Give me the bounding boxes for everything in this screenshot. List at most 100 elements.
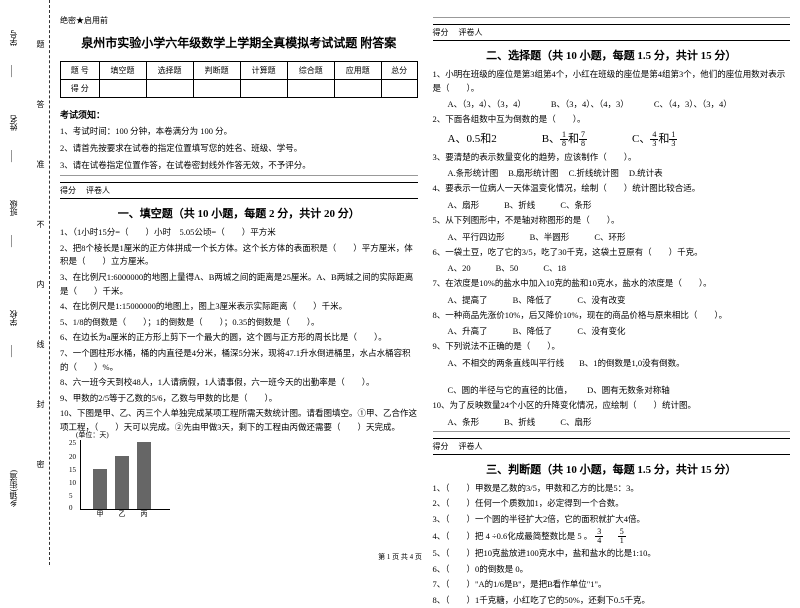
opt-c-pre: C、 xyxy=(632,133,650,145)
th-1: 题 号 xyxy=(61,62,100,80)
binding-margin: 学号 ___ 姓名 ___ 班级 ___ 学校 ___ 乡镇(街道) 题 答 准… xyxy=(0,0,50,565)
notice-2: 2、请首先按要求在试卷的指定位置填写您的姓名、班级、学号。 xyxy=(60,142,418,155)
mark-6: 线 xyxy=(35,340,46,348)
s1-q6: 6、在边长为a厘米的正方形上剪下一个最大的圆，这个圆与正方形的周长比是（ ）。 xyxy=(60,331,418,345)
grade-box-2: 得分 评卷人 xyxy=(433,24,791,41)
s1-q4: 4、在比例尺是1:15000000的地图上，图上3厘米表示实际距离（ ）千米。 xyxy=(60,300,418,314)
divider xyxy=(60,175,418,176)
blank-cell[interactable] xyxy=(146,80,193,98)
opt-c: C、（4，3）、（3，4） xyxy=(654,98,732,110)
opt-a: A、（3，4）、（3，4） xyxy=(448,98,526,110)
opt-a: A.条形统计图 xyxy=(448,167,499,179)
th-4: 判断题 xyxy=(193,62,240,80)
opt-a: A、平行四边形 xyxy=(448,231,505,243)
blank-cell[interactable] xyxy=(381,80,417,98)
opt-b: B、折线 xyxy=(504,199,535,211)
opt-a: A、扇形 xyxy=(448,199,480,211)
opt-a: A、提高了 xyxy=(448,294,488,306)
s1-q10: 10、下图是甲、乙、丙三个人单独完成某项工程所需天数统计图。请看图填空。①甲、乙… xyxy=(60,407,418,434)
frac-icon: 34 xyxy=(595,528,603,545)
reviewer-label: 评卷人 xyxy=(86,185,110,196)
th-2: 填空题 xyxy=(99,62,146,80)
bar-label-1: 甲 xyxy=(93,509,107,519)
th-6: 综合题 xyxy=(287,62,334,80)
ylabel-0: 0 xyxy=(69,504,73,512)
frac-d: 8 xyxy=(562,140,566,148)
opt-b: B、降低了 xyxy=(513,294,553,306)
bar-chart: (单位：天) 25 20 15 10 5 0 甲 乙 丙 xyxy=(80,440,170,510)
bind-underline-4: ___ xyxy=(10,345,19,357)
s2-q5-opts: A、平行四边形 B、半圆形 C、环形 xyxy=(448,231,791,243)
opt-c: C、18 xyxy=(543,262,566,274)
s1-q5: 5、1/8的倒数是（ ）；1的倒数是（ ）；0.35的倒数是（ ）。 xyxy=(60,316,418,330)
s2-q4: 4、要表示一位病人一天体温变化情况，绘制（ ）统计图比较合适。 xyxy=(433,182,791,196)
bind-label-5: 乡镇(街道) xyxy=(8,470,19,507)
bind-label-1: 学号 xyxy=(8,30,19,46)
grade-box-1: 得分 评卷人 xyxy=(60,182,418,199)
blank-cell[interactable] xyxy=(99,80,146,98)
s2-q10: 10、为了反映数量24个小区的升降变化情况，应绘制（ ）统计图。 xyxy=(433,399,791,413)
bar-label-3: 丙 xyxy=(137,509,151,519)
blank-cell[interactable] xyxy=(287,80,334,98)
blank-cell[interactable] xyxy=(240,80,287,98)
blank-cell[interactable] xyxy=(334,80,381,98)
opt-d: D.统计表 xyxy=(629,167,663,179)
right-column: 得分 评卷人 二、选择题（共 10 小题，每题 1.5 分，共计 15 分） 1… xyxy=(433,15,791,555)
s2-q2-opts: A、0.5和2 B、18和78 C、43和13 xyxy=(448,130,791,148)
opt-c: C、没有变化 xyxy=(577,325,625,337)
th-7: 应用题 xyxy=(334,62,381,80)
mark-4: 不 xyxy=(35,220,46,228)
opt-c: C、扇形 xyxy=(560,416,591,428)
bind-label-3: 班级 xyxy=(8,200,19,216)
opt-b: B、半圆形 xyxy=(530,231,570,243)
opt-d: D、圆有无数条对称轴 xyxy=(587,384,670,396)
frac-icon: 51 xyxy=(618,528,626,545)
opt-b: B、（3，4）、（4，3） xyxy=(551,98,629,110)
notice-1: 1、考试时间：100 分钟，本卷满分为 100 分。 xyxy=(60,125,418,138)
frac-d: 3 xyxy=(652,140,656,148)
notice-head: 考试须知： xyxy=(60,108,418,121)
s2-q7: 7、在浓度是10%的盐水中加入10克的盐和10克水，盐水的浓度是（ ）。 xyxy=(433,277,791,291)
frac-d: 3 xyxy=(671,140,675,148)
frac-icon: 78 xyxy=(579,131,587,148)
blank-cell[interactable] xyxy=(193,80,240,98)
bind-underline-2: ___ xyxy=(10,150,19,162)
section-3-title: 三、判断题（共 10 小题，每题 1.5 分，共计 15 分） xyxy=(433,461,791,477)
section-2-title: 二、选择题（共 10 小题，每题 1.5 分，共计 15 分） xyxy=(433,47,791,63)
opt-c: C.折线统计图 xyxy=(569,167,619,179)
score-table: 题 号 填空题 选择题 判断题 计算题 综合题 应用题 总分 得 分 xyxy=(60,61,418,98)
bind-label-4: 学校 xyxy=(8,310,19,326)
reviewer-label: 评卷人 xyxy=(459,27,483,38)
confidential-mark: 绝密★启用前 xyxy=(60,15,418,26)
s3-q2: 2、（ ）任何一个质数加1，必定得到一个合数。 xyxy=(433,497,791,511)
s1-q1: 1、（1小时15分=（ ）小时 5.05公顷=（ ）平方米 xyxy=(60,226,418,240)
s2-q5: 5、从下列图形中，不是轴对称图形的是（ ）。 xyxy=(433,214,791,228)
th-8: 总分 xyxy=(381,62,417,80)
frac-d: 1 xyxy=(620,537,624,545)
s3-q8: 8、（ ）1千克糖，小红吃了它的50%，还剩下0.5千克。 xyxy=(433,594,791,608)
left-column: 绝密★启用前 泉州市实验小学六年级数学上学期全真模拟考试试题 附答案 题 号 填… xyxy=(60,15,418,555)
opt-a: A、不相交的两条直线叫平行线 xyxy=(448,357,565,369)
bind-underline-3: ___ xyxy=(10,235,19,247)
opt-c: C、环形 xyxy=(594,231,625,243)
s2-q1-opts: A、（3，4）、（3，4） B、（3，4）、（4，3） C、（4，3）、（3，4… xyxy=(448,98,791,110)
s2-q9: 9、下列说法不正确的是（ ）。 xyxy=(433,340,791,354)
bar-label-2: 乙 xyxy=(115,509,129,519)
ylabel-25: 25 xyxy=(69,439,76,447)
s2-q8: 8、一种商品先涨价10%，后又降价10%，现在的商品价格与原来相比（ ）。 xyxy=(433,309,791,323)
frac-icon: 18 xyxy=(560,131,568,148)
s2-q3-opts: A.条形统计图 B.扇形统计图 C.折线统计图 D.统计表 xyxy=(448,167,791,179)
opt-c: C、43和13 xyxy=(632,130,677,148)
notice-3: 3、请在试卷指定位置作答，在试卷密封线外作答无效，不予评分。 xyxy=(60,159,418,172)
th-3: 选择题 xyxy=(146,62,193,80)
exam-title: 泉州市实验小学六年级数学上学期全真模拟考试试题 附答案 xyxy=(60,34,418,51)
chart-axis-title: (单位：天) xyxy=(76,430,109,440)
opt-b: B.扇形统计图 xyxy=(508,167,558,179)
mark-5: 内 xyxy=(35,280,46,288)
s2-q9-opts: A、不相交的两条直线叫平行线B、1的倒数是1,0没有倒数。C、圆的半径与它的直径… xyxy=(448,357,791,396)
bar-2: 乙 xyxy=(115,456,129,509)
bar-3: 丙 xyxy=(137,442,151,509)
opt-a: A、0.5和2 xyxy=(448,130,497,148)
s1-q9: 9、甲数的2/5等于乙数的5/6，乙数与甲数的比是（ ）。 xyxy=(60,392,418,406)
s2-q7-opts: A、提高了B、降低了C、没有改变 xyxy=(448,294,791,306)
